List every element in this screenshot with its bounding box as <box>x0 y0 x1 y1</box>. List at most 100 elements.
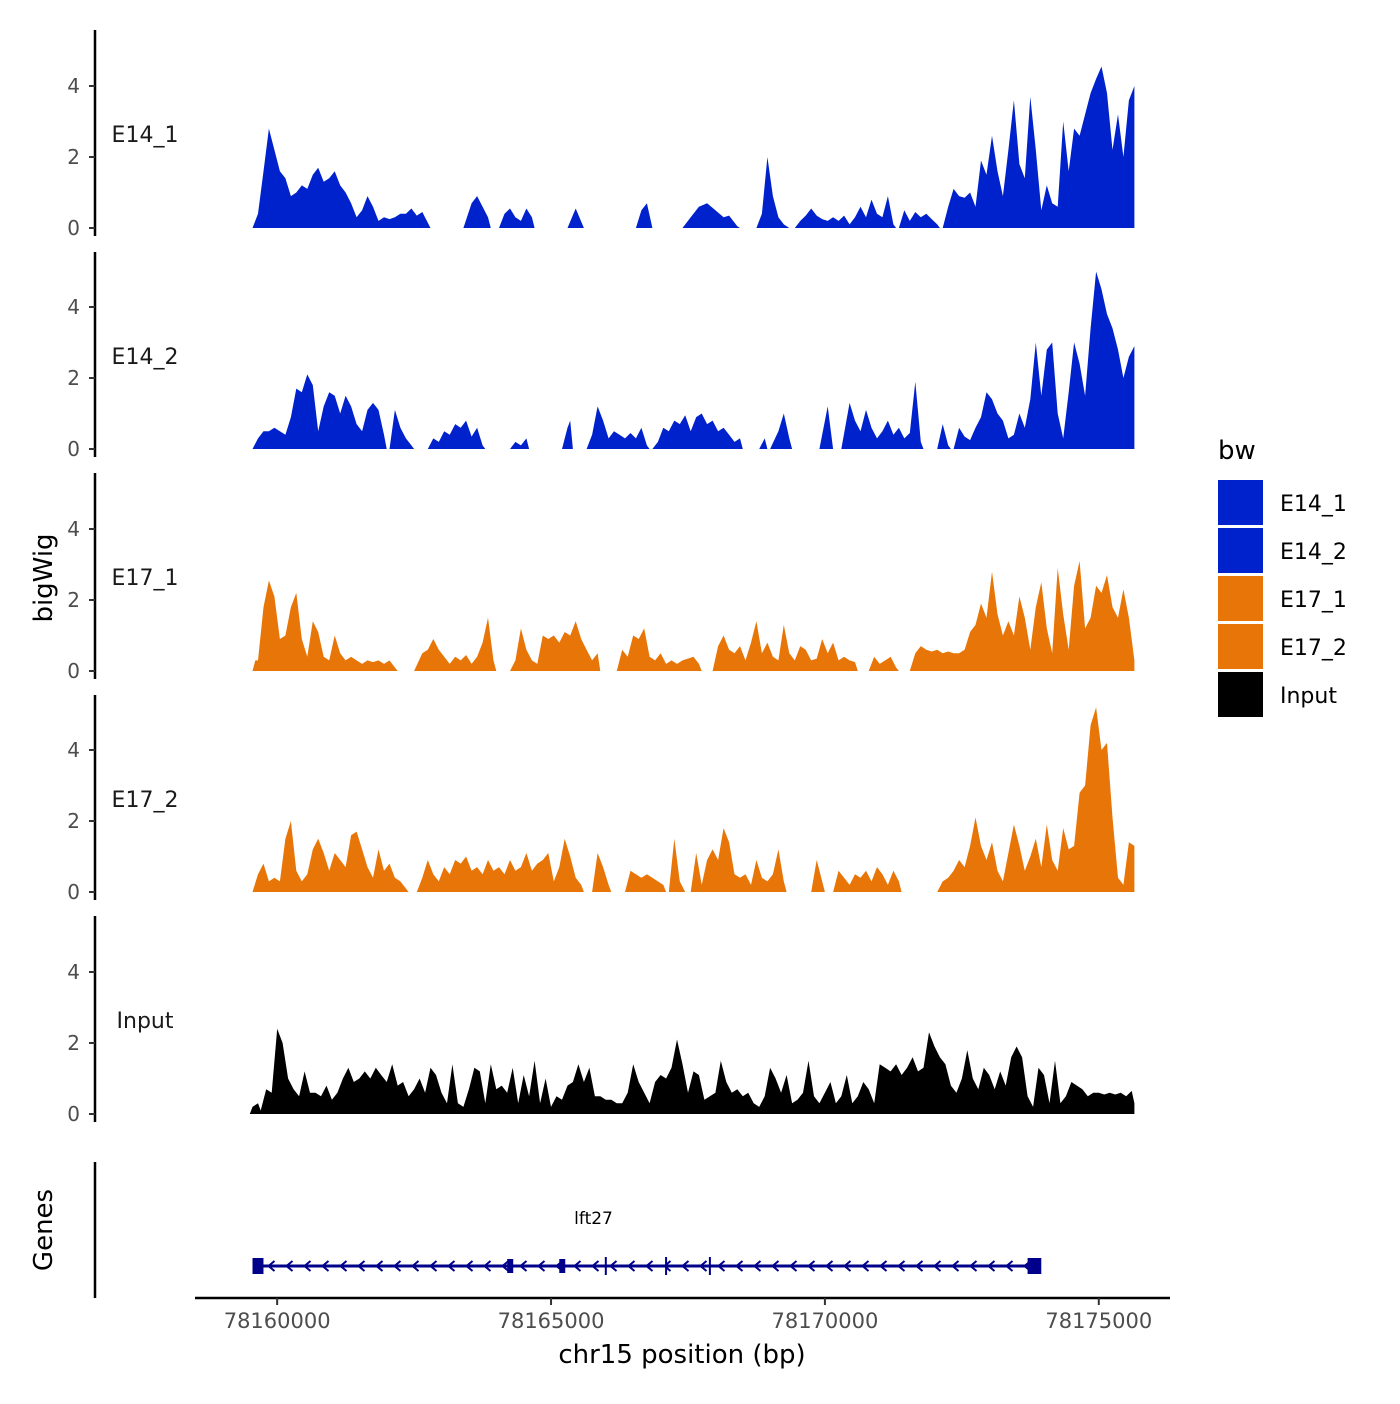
legend: bw E14_1 E14_2 E17_1 E17_2 Input <box>1218 436 1347 717</box>
track-panel-e17-2: 0 2 4 E17_2 <box>67 695 1135 904</box>
track-panel-e14-2: 0 2 4 E14_2 <box>67 252 1135 461</box>
track-label-e14-1: E14_1 <box>112 123 179 148</box>
strand-arrow <box>518 1260 528 1272</box>
track-label-e17-2: E17_2 <box>112 788 179 813</box>
strand-arrow <box>734 1260 744 1272</box>
gene-exon <box>559 1259 566 1273</box>
strand-arrow <box>284 1260 294 1272</box>
legend-swatch <box>1218 480 1263 525</box>
coverage-area-input <box>249 1028 1135 1114</box>
x-axis: 78160000 78165000 78170000 78175000 chr15 p… <box>195 1296 1170 1370</box>
track-label-e14-2: E14_2 <box>112 345 179 370</box>
strand-arrow <box>374 1260 384 1272</box>
gene-panel: lft27 <box>93 1162 1042 1298</box>
strand-arrow <box>302 1260 312 1272</box>
strand-arrow <box>662 1260 672 1272</box>
y-tick-label: 2 <box>67 588 80 612</box>
coverage-area-e17-2 <box>252 707 1135 892</box>
track-panel-input: 0 2 4 Input <box>67 916 1135 1126</box>
strand-arrow <box>500 1260 510 1272</box>
coverage-area-e17-1 <box>252 561 1135 671</box>
strand-arrow <box>716 1260 726 1272</box>
coverage-area-e14-1 <box>252 66 1135 228</box>
strand-arrow <box>464 1260 474 1272</box>
strand-arrow <box>482 1260 492 1272</box>
coverage-area-e14-2 <box>252 271 1135 449</box>
strand-arrow <box>1004 1260 1014 1272</box>
strand-arrow <box>932 1260 942 1272</box>
y-tick-label: 0 <box>67 659 80 683</box>
y-tick-label: 4 <box>67 517 80 541</box>
strand-arrow <box>806 1260 816 1272</box>
track-panel-e17-1: 0 2 4 E17_1 <box>67 473 1135 683</box>
y-tick-label: 4 <box>67 295 80 319</box>
strand-arrow <box>824 1260 834 1272</box>
strand-arrow <box>770 1260 780 1272</box>
y-tick-label: 0 <box>67 437 80 461</box>
strand-arrow <box>590 1260 600 1272</box>
legend-title: bw <box>1218 436 1256 466</box>
x-axis-title: chr15 position (bp) <box>558 1340 805 1370</box>
strand-arrow <box>392 1260 402 1272</box>
strand-arrow <box>410 1260 420 1272</box>
y-tick-label: 2 <box>67 366 80 390</box>
y-tick-label: 4 <box>67 960 80 984</box>
strand-arrow <box>644 1260 654 1272</box>
gene-exon <box>252 1258 264 1274</box>
y-tick-label: 4 <box>67 738 80 762</box>
y-tick-label: 4 <box>67 74 80 98</box>
x-tick-label: 78175000 <box>1045 1309 1152 1333</box>
y-tick-label: 2 <box>67 809 80 833</box>
strand-arrow <box>698 1260 708 1272</box>
gene-model <box>252 1257 1042 1275</box>
legend-label: Input <box>1280 684 1337 709</box>
gene-label: lft27 <box>574 1209 613 1229</box>
legend-label: E17_2 <box>1280 636 1347 661</box>
strand-arrow <box>752 1260 762 1272</box>
gene-exon <box>1027 1258 1042 1274</box>
strand-arrow <box>842 1260 852 1272</box>
strand-arrow <box>788 1260 798 1272</box>
strand-arrow <box>572 1260 582 1272</box>
y-tick-label: 0 <box>67 880 80 904</box>
strand-arrow <box>914 1260 924 1272</box>
strand-arrow <box>320 1260 330 1272</box>
legend-swatch <box>1218 528 1263 573</box>
x-axis-ticks: 78160000 78165000 78170000 78175000 <box>224 1298 1152 1333</box>
x-tick-label: 78160000 <box>224 1309 331 1333</box>
track-label-e17-1: E17_1 <box>112 566 179 591</box>
strand-arrow <box>446 1260 456 1272</box>
legend-label: E17_1 <box>1280 588 1347 613</box>
strand-arrow <box>860 1260 870 1272</box>
strand-arrow <box>878 1260 888 1272</box>
legend-item-e17-1: E17_1 <box>1218 576 1347 621</box>
x-tick-label: 78170000 <box>771 1309 878 1333</box>
strand-arrow <box>896 1260 906 1272</box>
gene-exon <box>507 1259 514 1273</box>
y-tick-label: 2 <box>67 145 80 169</box>
legend-item-e14-1: E14_1 <box>1218 480 1347 525</box>
strand-arrow <box>680 1260 690 1272</box>
legend-label: E14_1 <box>1280 492 1347 517</box>
legend-swatch <box>1218 576 1263 621</box>
legend-item-input: Input <box>1218 672 1337 717</box>
strand-arrow <box>428 1260 438 1272</box>
legend-swatch <box>1218 672 1263 717</box>
y-tick-label: 2 <box>67 1031 80 1055</box>
legend-label: E14_2 <box>1280 540 1347 565</box>
track-label-input: Input <box>117 1009 174 1034</box>
strand-arrow <box>356 1260 366 1272</box>
strand-arrow <box>986 1260 996 1272</box>
strand-arrow <box>338 1260 348 1272</box>
strand-arrow <box>608 1260 618 1272</box>
legend-swatch <box>1218 624 1263 669</box>
x-tick-label: 78165000 <box>498 1309 605 1333</box>
strand-arrow <box>536 1260 546 1272</box>
track-panel-e14-1: 0 2 4 E14_1 <box>67 30 1135 240</box>
strand-arrow <box>968 1260 978 1272</box>
strand-arrow <box>950 1260 960 1272</box>
y-axis-title: bigWig <box>29 533 59 622</box>
track-panels: 0 2 4 E14_1 0 2 4 E14_2 0 2 4 E17_1 0 2 4 E17_2 0 2 4 Input <box>67 30 1135 1126</box>
